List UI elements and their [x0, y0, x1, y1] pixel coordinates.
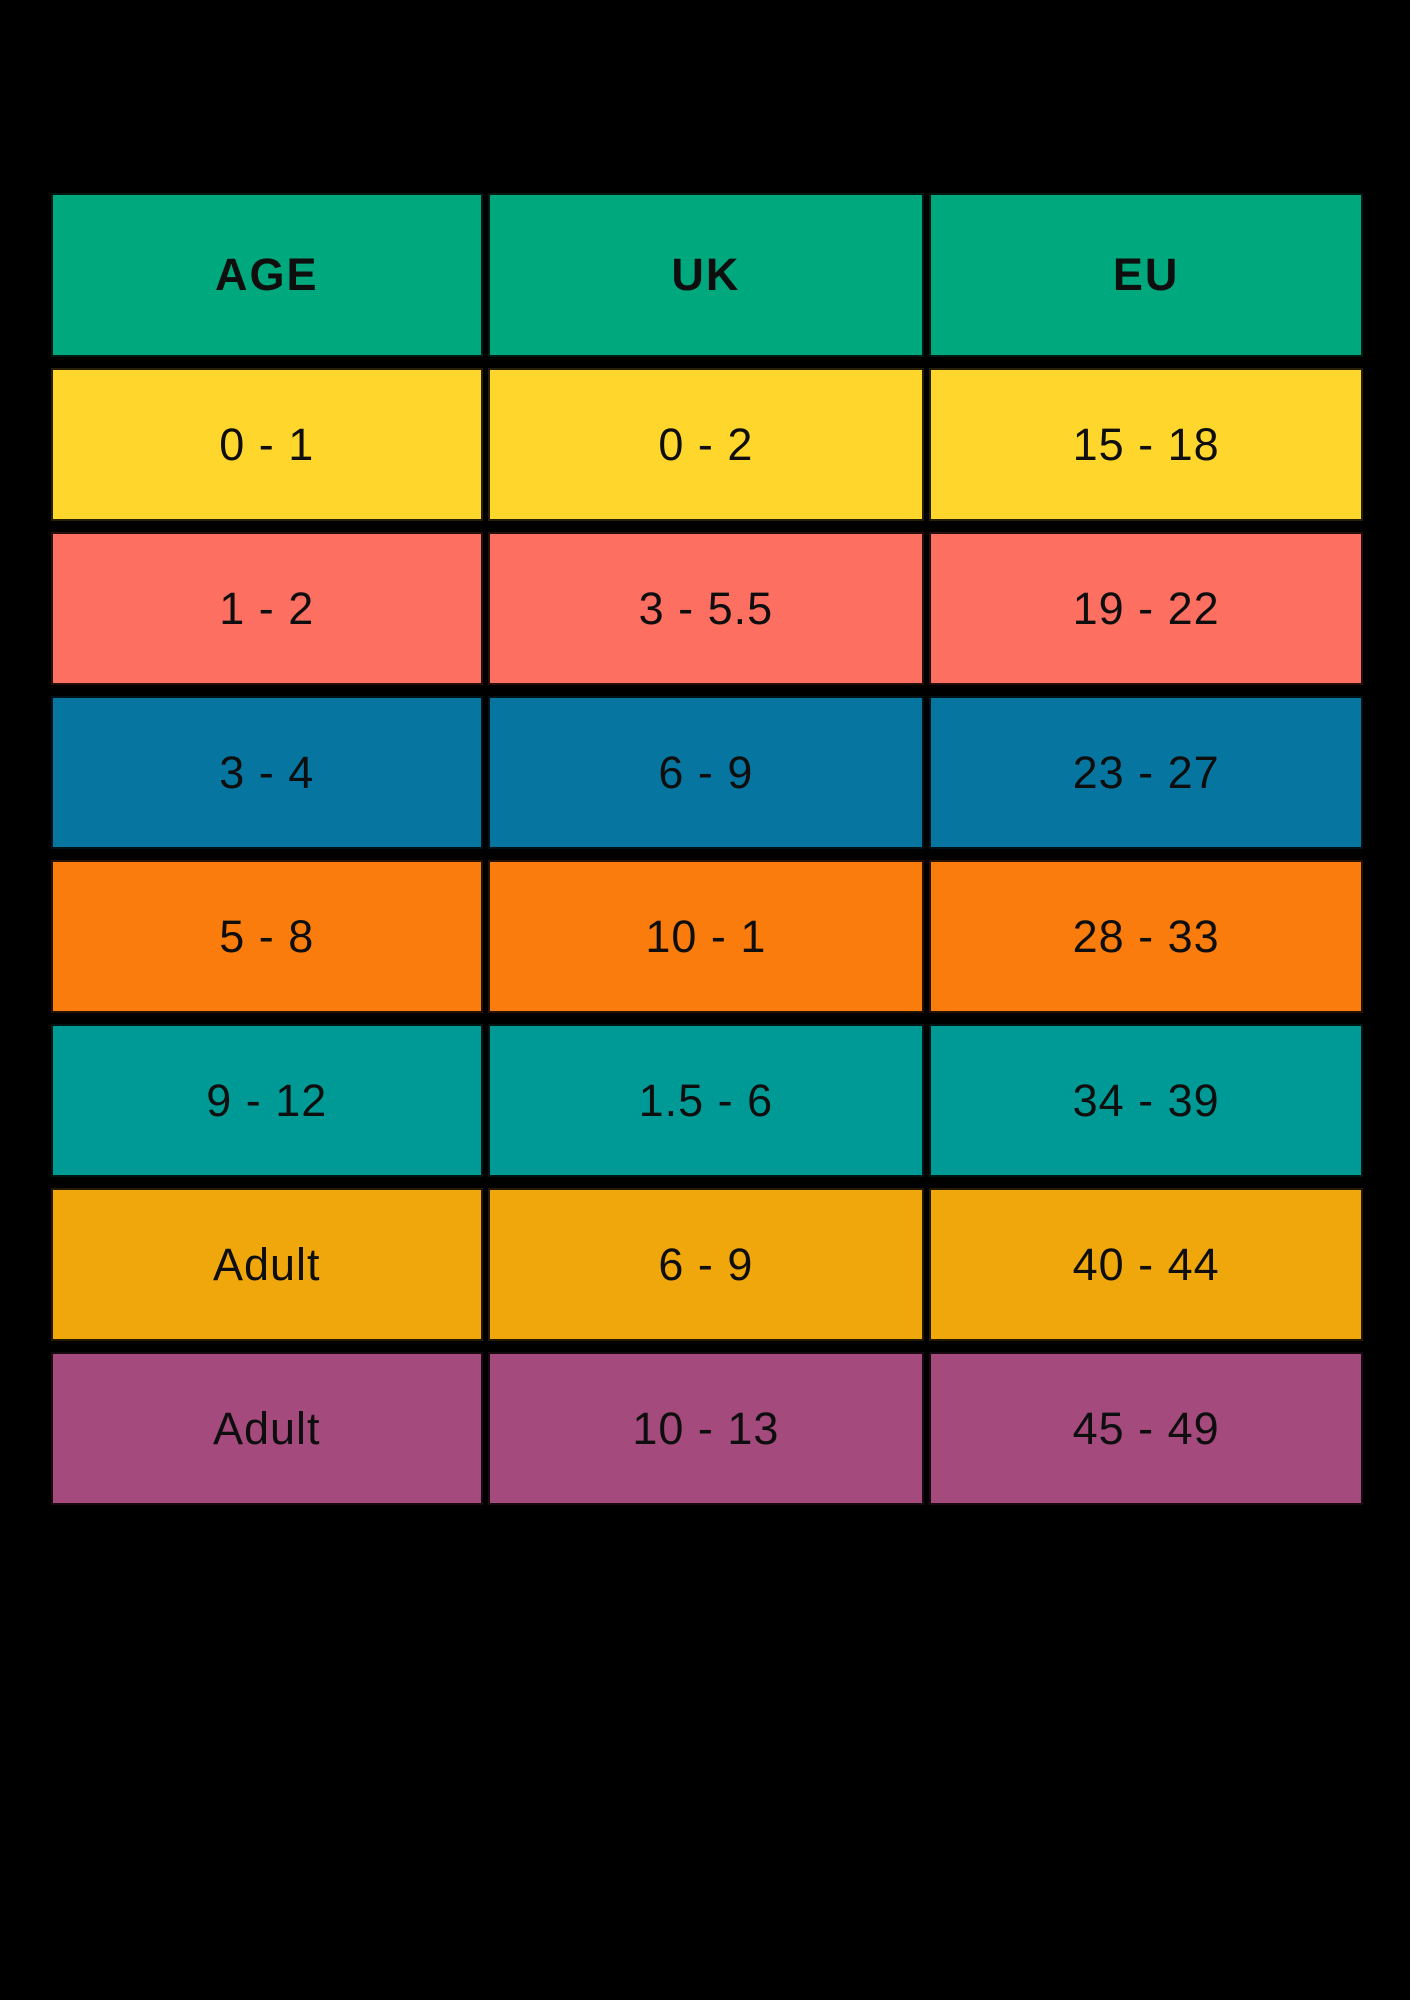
table-cell-row5-col2: 1.5 - 6 [487, 1024, 925, 1177]
table-cell-row5-col3: 34 - 39 [929, 1024, 1363, 1177]
table-cell-row5-col1: 9 - 12 [51, 1024, 483, 1177]
table-cell-row4-col2: 10 - 1 [487, 860, 925, 1013]
table-cell-row6-col1: Adult [51, 1188, 483, 1341]
header-cell-eu: EU [929, 193, 1363, 357]
table-cell-row6-col3: 40 - 44 [929, 1188, 1363, 1341]
table-cell-row4-col3: 28 - 33 [929, 860, 1363, 1013]
table-cell-row4-col1: 5 - 8 [51, 860, 483, 1013]
table-cell-row2-col1: 1 - 2 [51, 532, 483, 685]
table-cell-row1-col3: 15 - 18 [929, 368, 1363, 521]
table-cell-row7-col1: Adult [51, 1352, 483, 1505]
table-cell-row6-col2: 6 - 9 [487, 1188, 925, 1341]
table-cell-row2-col2: 3 - 5.5 [487, 532, 925, 685]
table-cell-row1-col1: 0 - 1 [51, 368, 483, 521]
table-cell-row3-col3: 23 - 27 [929, 696, 1363, 849]
table-cell-row1-col2: 0 - 2 [487, 368, 925, 521]
header-cell-age: AGE [51, 193, 483, 357]
header-cell-uk: UK [487, 193, 925, 357]
table-cell-row7-col2: 10 - 13 [487, 1352, 925, 1505]
table-cell-row3-col1: 3 - 4 [51, 696, 483, 849]
table-cell-row2-col3: 19 - 22 [929, 532, 1363, 685]
table-cell-row7-col3: 45 - 49 [929, 1352, 1363, 1505]
table-cell-row3-col2: 6 - 9 [487, 696, 925, 849]
